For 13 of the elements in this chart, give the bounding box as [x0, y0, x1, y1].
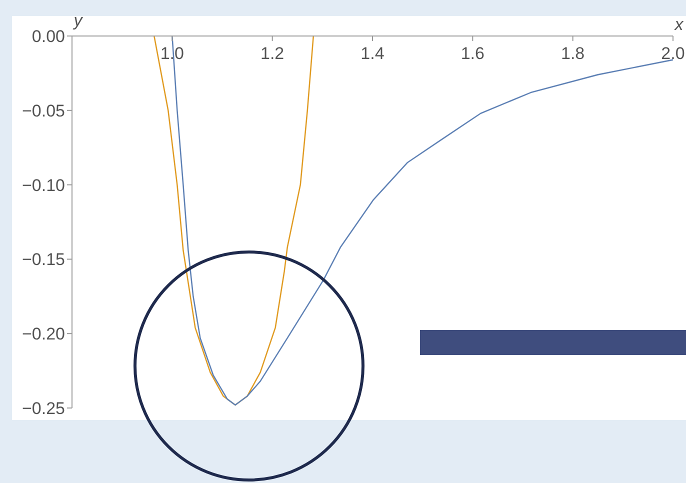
y-tick-label: −0.05	[22, 101, 65, 120]
y-tick-label: −0.15	[22, 250, 65, 270]
x-tick-label: 1.6	[460, 44, 484, 64]
x-tick-label: 2.0	[661, 44, 685, 64]
x-tick-label: 1.4	[360, 44, 384, 64]
x-tick-label: 1.2	[260, 44, 284, 64]
y-axis-title: y	[72, 11, 84, 30]
y-tick-label: −0.25	[22, 399, 65, 418]
x-axis-title: x	[674, 15, 684, 34]
y-tick-label: −0.10	[22, 176, 65, 195]
y-tick-label: −0.20	[22, 324, 65, 344]
y-tick-label: 0.00	[32, 27, 65, 46]
x-tick-label: 1.8	[561, 44, 585, 64]
